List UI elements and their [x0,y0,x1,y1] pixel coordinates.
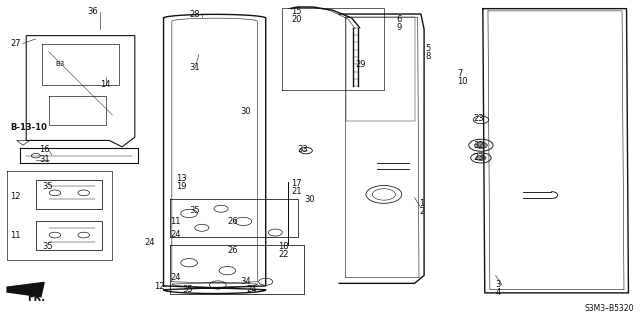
Text: 3: 3 [495,280,501,289]
Text: 7: 7 [458,69,463,78]
Text: 32: 32 [473,141,484,150]
Text: S3M3–B5320: S3M3–B5320 [585,304,634,313]
Text: 29: 29 [355,60,365,69]
Text: 35: 35 [42,182,53,191]
Text: B3: B3 [55,61,64,67]
Text: 13: 13 [176,174,187,183]
Text: 8: 8 [426,52,431,61]
Text: 12: 12 [154,282,164,291]
Text: 27: 27 [10,39,21,48]
Text: 18: 18 [278,242,289,251]
Text: 14: 14 [100,80,110,89]
Text: 1: 1 [419,199,424,208]
Text: 35: 35 [42,242,53,251]
Text: 15: 15 [291,7,302,16]
Text: 9: 9 [397,23,402,32]
Text: 30: 30 [304,195,315,204]
Text: 26: 26 [227,217,238,226]
Text: 31: 31 [189,63,200,72]
Text: 35: 35 [189,206,200,215]
Text: 12: 12 [10,191,20,201]
Text: 6: 6 [397,15,402,24]
Text: 36: 36 [87,7,98,16]
Text: 22: 22 [278,250,289,259]
Text: B-13-10: B-13-10 [10,123,47,132]
Text: 4: 4 [495,288,501,297]
Text: 34: 34 [240,277,251,286]
Text: 28: 28 [189,11,200,19]
Text: 16: 16 [39,145,50,154]
Text: 19: 19 [176,182,187,191]
Text: 20: 20 [291,15,302,24]
Polygon shape [7,282,44,297]
Text: FR.: FR. [28,293,45,303]
Text: 11: 11 [170,217,180,226]
Text: 23: 23 [473,114,484,123]
Text: 35: 35 [182,285,193,294]
Text: 24: 24 [246,285,257,294]
Text: 31: 31 [39,155,50,164]
Circle shape [474,142,487,148]
Text: 24: 24 [145,238,155,247]
Text: 21: 21 [291,187,302,196]
Text: 33: 33 [298,145,308,154]
Text: 10: 10 [458,77,468,86]
Text: 17: 17 [291,179,302,188]
Text: 30: 30 [240,108,251,116]
Circle shape [476,155,486,160]
Text: 23: 23 [473,153,484,162]
Text: 24: 24 [170,272,180,281]
Text: 24: 24 [170,230,180,239]
Text: 26: 26 [227,246,238,255]
Text: 11: 11 [10,231,20,240]
Text: 5: 5 [426,44,431,53]
Text: 2: 2 [419,207,424,216]
